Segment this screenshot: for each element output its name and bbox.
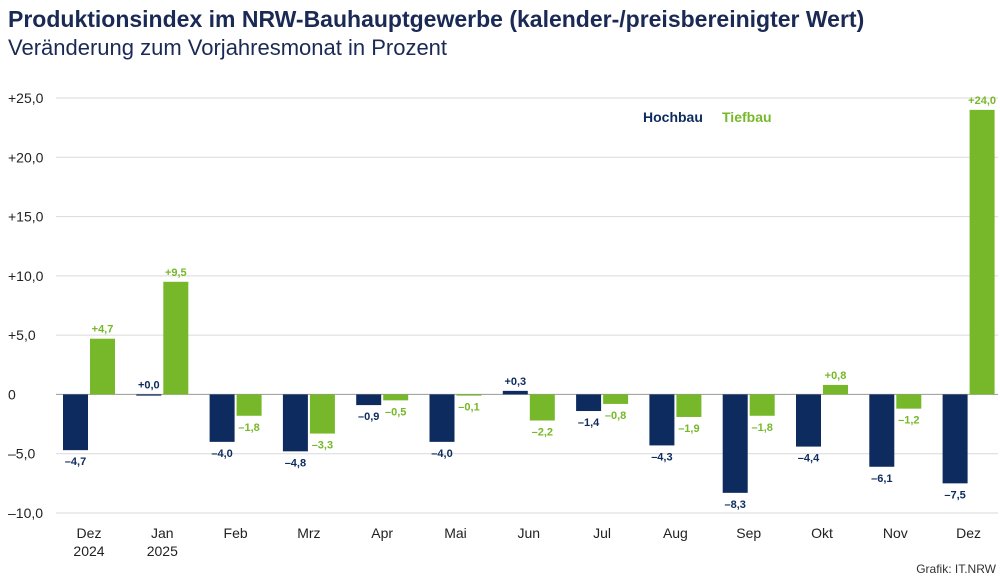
- hochbau-data-label: –4,8: [285, 457, 306, 469]
- hochbau-bar: [869, 394, 895, 467]
- hochbau-data-label: –8,3: [724, 499, 745, 511]
- tiefbau-bar: [676, 394, 702, 417]
- x-category-label: Sep: [736, 525, 761, 541]
- tiefbau-data-label: –1,8: [751, 422, 772, 434]
- x-category-label: Jul: [593, 525, 611, 541]
- tiefbau-data-label: +9,5: [165, 267, 187, 279]
- legend-hochbau: Hochbau: [643, 109, 703, 125]
- legend-tiefbau: Tiefbau: [722, 109, 772, 125]
- x-category-label: 2024: [73, 543, 104, 559]
- tiefbau-bar: [969, 109, 995, 395]
- x-category-label: Jan: [151, 525, 174, 541]
- y-tick-label: –10,0: [8, 505, 43, 521]
- hochbau-data-label: –1,4: [578, 417, 600, 429]
- tiefbau-data-label: –3,3: [312, 440, 333, 452]
- hochbau-data-label: –4,0: [211, 448, 232, 460]
- hochbau-bar: [209, 394, 235, 442]
- tiefbau-bar: [309, 394, 335, 434]
- y-tick-label: +20,0: [8, 149, 44, 165]
- hochbau-data-label: –4,0: [431, 448, 452, 460]
- tiefbau-bar: [603, 394, 629, 404]
- hochbau-bar: [722, 394, 748, 493]
- hochbau-bar: [502, 390, 528, 395]
- hochbau-data-label: –4,7: [65, 456, 86, 468]
- tiefbau-bar: [383, 394, 409, 401]
- x-category-label: Mai: [444, 525, 467, 541]
- x-category-label: Dez: [77, 525, 102, 541]
- hochbau-bar: [282, 394, 308, 452]
- tiefbau-bar: [896, 394, 922, 409]
- tiefbau-data-label: +0,8: [825, 370, 847, 382]
- hochbau-data-label: +0,0: [138, 379, 160, 391]
- hochbau-data-label: –6,1: [871, 473, 892, 485]
- tiefbau-bar: [90, 338, 115, 395]
- tiefbau-data-label: –2,2: [532, 427, 553, 439]
- tiefbau-bar: [456, 394, 482, 396]
- x-category-label: Aug: [663, 525, 688, 541]
- tiefbau-bar: [163, 281, 189, 395]
- tiefbau-data-label: –1,8: [238, 422, 259, 434]
- tiefbau-data-label: –0,8: [605, 410, 626, 422]
- hochbau-data-label: –4,4: [798, 453, 820, 465]
- hochbau-bar: [429, 394, 455, 442]
- tiefbau-bar: [236, 394, 262, 416]
- tiefbau-data-label: –1,2: [898, 415, 919, 427]
- x-category-label: Apr: [371, 525, 393, 541]
- y-tick-label: +15,0: [8, 209, 44, 225]
- y-tick-label: –5,0: [8, 446, 35, 462]
- hochbau-data-label: –0,9: [358, 411, 379, 423]
- chart-subtitle: Veränderung zum Vorjahresmonat in Prozen…: [8, 35, 448, 60]
- hochbau-bar: [796, 394, 821, 447]
- x-category-label: Okt: [811, 525, 833, 541]
- tiefbau-data-label: –0,1: [458, 402, 479, 414]
- x-category-label: 2025: [147, 543, 178, 559]
- x-category-label: Nov: [883, 525, 908, 541]
- tiefbau-bar: [749, 394, 775, 416]
- x-category-label: Dez: [956, 525, 981, 541]
- hochbau-bar: [576, 394, 602, 412]
- y-tick-label: +25,0: [8, 90, 44, 106]
- tiefbau-data-label: +24,0: [968, 95, 996, 107]
- y-tick-label: +5,0: [8, 327, 36, 343]
- hochbau-bar: [356, 394, 382, 406]
- hochbau-data-label: +0,3: [504, 376, 526, 388]
- tiefbau-bar: [823, 384, 848, 395]
- x-category-label: Jun: [518, 525, 541, 541]
- hochbau-data-label: –4,3: [651, 451, 672, 463]
- tiefbau-data-label: –0,5: [385, 406, 406, 418]
- source-credit: Grafik: IT.NRW: [916, 562, 996, 576]
- y-tick-label: +10,0: [8, 268, 44, 284]
- hochbau-bar: [136, 394, 162, 396]
- chart-title: Produktionsindex im NRW-Bauhauptgewerbe …: [8, 6, 865, 32]
- x-category-label: Mrz: [297, 525, 320, 541]
- hochbau-data-label: –7,5: [944, 489, 965, 501]
- tiefbau-bar: [529, 394, 555, 421]
- x-category-label: Feb: [224, 525, 248, 541]
- tiefbau-data-label: +4,7: [92, 324, 114, 336]
- hochbau-bar: [63, 394, 88, 451]
- hochbau-bar: [649, 394, 675, 446]
- tiefbau-data-label: –1,9: [678, 423, 699, 435]
- hochbau-bar: [942, 394, 968, 484]
- y-tick-label: 0: [8, 386, 16, 402]
